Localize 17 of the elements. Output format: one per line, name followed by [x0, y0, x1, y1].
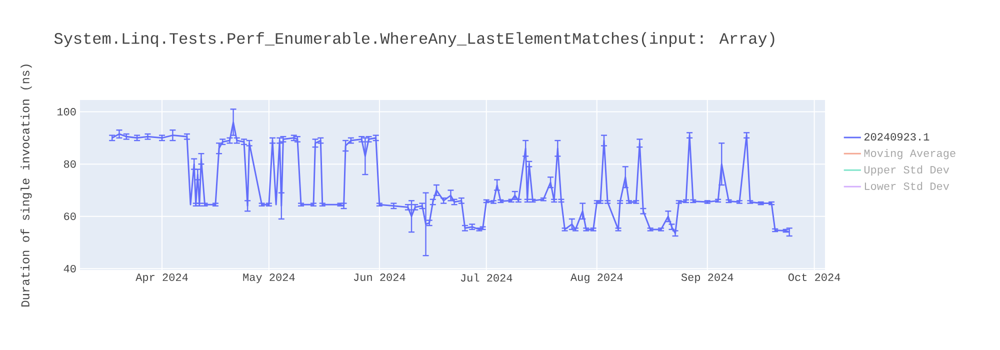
y-tick-label: 60	[64, 212, 76, 220]
x-tick-label: Aug 2024	[570, 274, 623, 284]
x-tick-label: May 2024	[243, 274, 295, 284]
chart-title: System.Linq.Tests.Perf_Enumerable.WhereAny_LastElementMatches(input: Array)	[54, 32, 774, 48]
legend-label: Upper Std Dev	[864, 165, 950, 176]
x-tick-label: Sep 2024	[681, 274, 734, 284]
y-tick-label: 100	[57, 108, 76, 116]
y-tick-label: 80	[64, 160, 76, 168]
x-tick-label: Oct 2024	[788, 274, 840, 281]
x-tick-label: Jun 2024	[354, 274, 406, 281]
y-axis-title: Duration of single invocation (ns)	[20, 64, 32, 306]
legend-label: 20240923.1	[864, 133, 930, 141]
legend-label: Lower Std Dev	[864, 182, 950, 190]
x-tick-label: Jul 2024	[460, 274, 512, 282]
y-tick-label: 40	[64, 264, 76, 272]
legend-label: Moving Average	[864, 148, 956, 160]
x-tick-label: Apr 2024	[136, 274, 188, 284]
